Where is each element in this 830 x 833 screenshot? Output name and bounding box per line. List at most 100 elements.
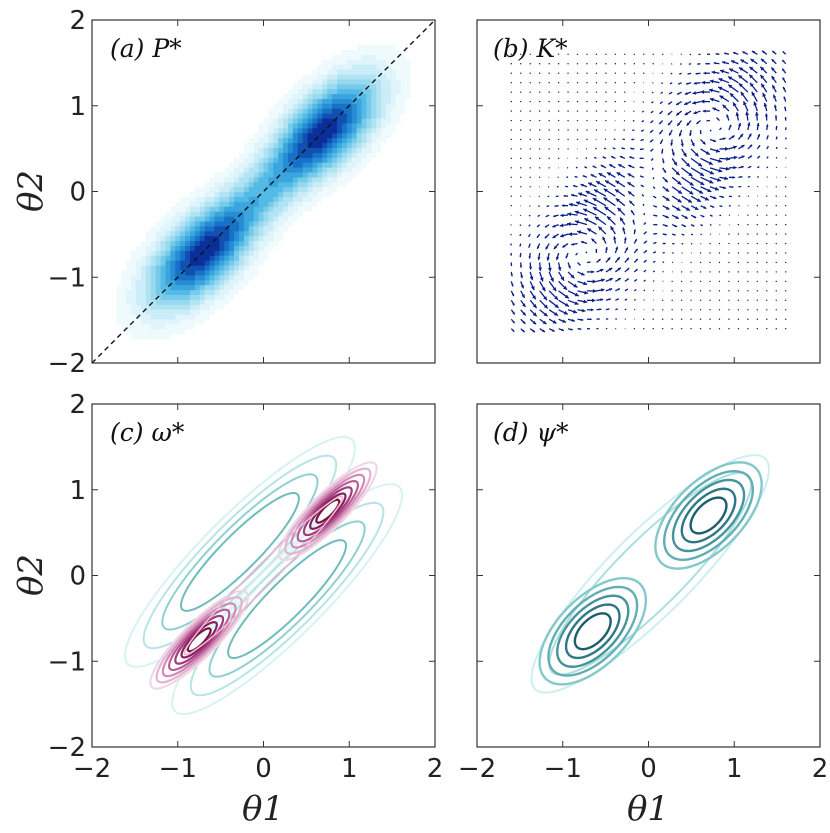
density-cell <box>400 54 407 60</box>
density-cell <box>141 284 147 291</box>
density-cell <box>395 98 402 104</box>
density-cell <box>263 132 269 139</box>
density-cell <box>351 137 358 144</box>
density-cell <box>126 289 132 295</box>
quiver-arrowhead <box>705 151 710 155</box>
density-cell <box>126 260 132 266</box>
density-cell <box>126 309 132 315</box>
density-cell <box>170 304 176 310</box>
quiver-dot <box>557 72 560 74</box>
density-cell <box>126 304 132 310</box>
density-cell <box>141 225 147 232</box>
quiver-arrowhead <box>689 54 691 55</box>
density-cell <box>121 274 127 281</box>
quiver-dot <box>775 261 777 264</box>
density-cell <box>170 245 176 251</box>
quiver-arrowhead <box>663 170 666 173</box>
quiver-dot <box>643 318 645 320</box>
density-cell <box>229 196 235 202</box>
density-cell <box>278 176 284 183</box>
quiver-dot <box>661 309 664 311</box>
density-cell <box>175 235 181 242</box>
quiver-dot <box>548 63 550 65</box>
quiver-dot <box>756 204 759 207</box>
density-cell <box>307 113 314 119</box>
quiver-dot <box>718 299 721 302</box>
density-cell <box>253 274 260 281</box>
quiver-arrowhead <box>684 112 689 116</box>
density-cell <box>307 137 314 144</box>
quiver-arrowhead <box>616 172 621 176</box>
density-cell <box>400 122 407 129</box>
density-cell <box>297 196 304 202</box>
x-tick-label: 2 <box>812 754 829 784</box>
density-cell <box>214 240 220 246</box>
density-cell <box>278 201 284 207</box>
density-cell <box>170 211 176 217</box>
density-cell <box>145 338 152 344</box>
density-cell <box>390 73 397 80</box>
density-cell <box>209 245 216 251</box>
quiver-arrowhead <box>598 259 601 262</box>
density-cell <box>273 206 279 212</box>
density-cell <box>400 39 407 46</box>
density-cell <box>243 181 250 188</box>
quiver-dot <box>775 214 777 216</box>
density-cell <box>199 211 206 217</box>
quiver-arrowhead <box>708 88 713 93</box>
density-cell <box>327 171 333 178</box>
density-cell <box>361 73 367 80</box>
density-cell <box>405 103 412 109</box>
quiver-arrowhead <box>766 135 769 138</box>
quiver-dot <box>728 309 730 311</box>
quiver-dot <box>586 72 588 74</box>
density-cell <box>145 318 152 325</box>
quiver-arrowhead <box>677 180 682 185</box>
density-cell <box>111 294 118 300</box>
density-cell <box>351 59 358 65</box>
density-cell <box>317 142 323 148</box>
density-cell <box>253 147 260 153</box>
density-cell <box>327 54 333 60</box>
density-cell <box>190 323 196 330</box>
density-cell <box>239 260 245 266</box>
density-cell <box>194 191 201 197</box>
density-cell <box>371 127 377 134</box>
density-cell <box>204 235 211 242</box>
density-cell <box>175 333 181 340</box>
quiver-dot <box>747 280 749 283</box>
density-cell <box>366 44 372 50</box>
quiver-arrowhead <box>739 195 741 197</box>
density-cell <box>386 122 392 129</box>
density-cell <box>268 191 274 197</box>
quiver-arrowhead <box>522 329 525 333</box>
quiver-arrowhead <box>608 267 613 271</box>
density-cell <box>390 54 397 60</box>
quiver-dot <box>557 148 560 150</box>
density-cell <box>292 191 299 197</box>
density-cell <box>224 176 230 183</box>
y-tick-label: 0 <box>69 562 86 592</box>
density-cell <box>258 269 265 276</box>
density-cell <box>180 220 186 227</box>
density-cell <box>381 108 387 114</box>
density-cell <box>376 49 382 55</box>
stream-peak-contour <box>556 594 630 668</box>
quiver-arrowhead <box>693 81 697 85</box>
density-cell <box>155 338 162 344</box>
density-cell <box>263 255 269 261</box>
density-cell <box>209 196 216 202</box>
density-cell <box>283 132 289 139</box>
density-cell <box>361 49 367 55</box>
density-cell <box>248 176 255 183</box>
density-cell <box>234 157 240 163</box>
density-cell <box>253 269 260 276</box>
density-cell <box>312 171 318 178</box>
density-cell <box>278 245 284 251</box>
quiver-dot <box>520 81 522 84</box>
density-cell <box>101 309 108 315</box>
quiver-dot <box>680 299 683 302</box>
quiver-arrowhead <box>639 148 642 151</box>
density-cell <box>155 269 162 276</box>
quiver-arrowhead <box>655 232 658 235</box>
